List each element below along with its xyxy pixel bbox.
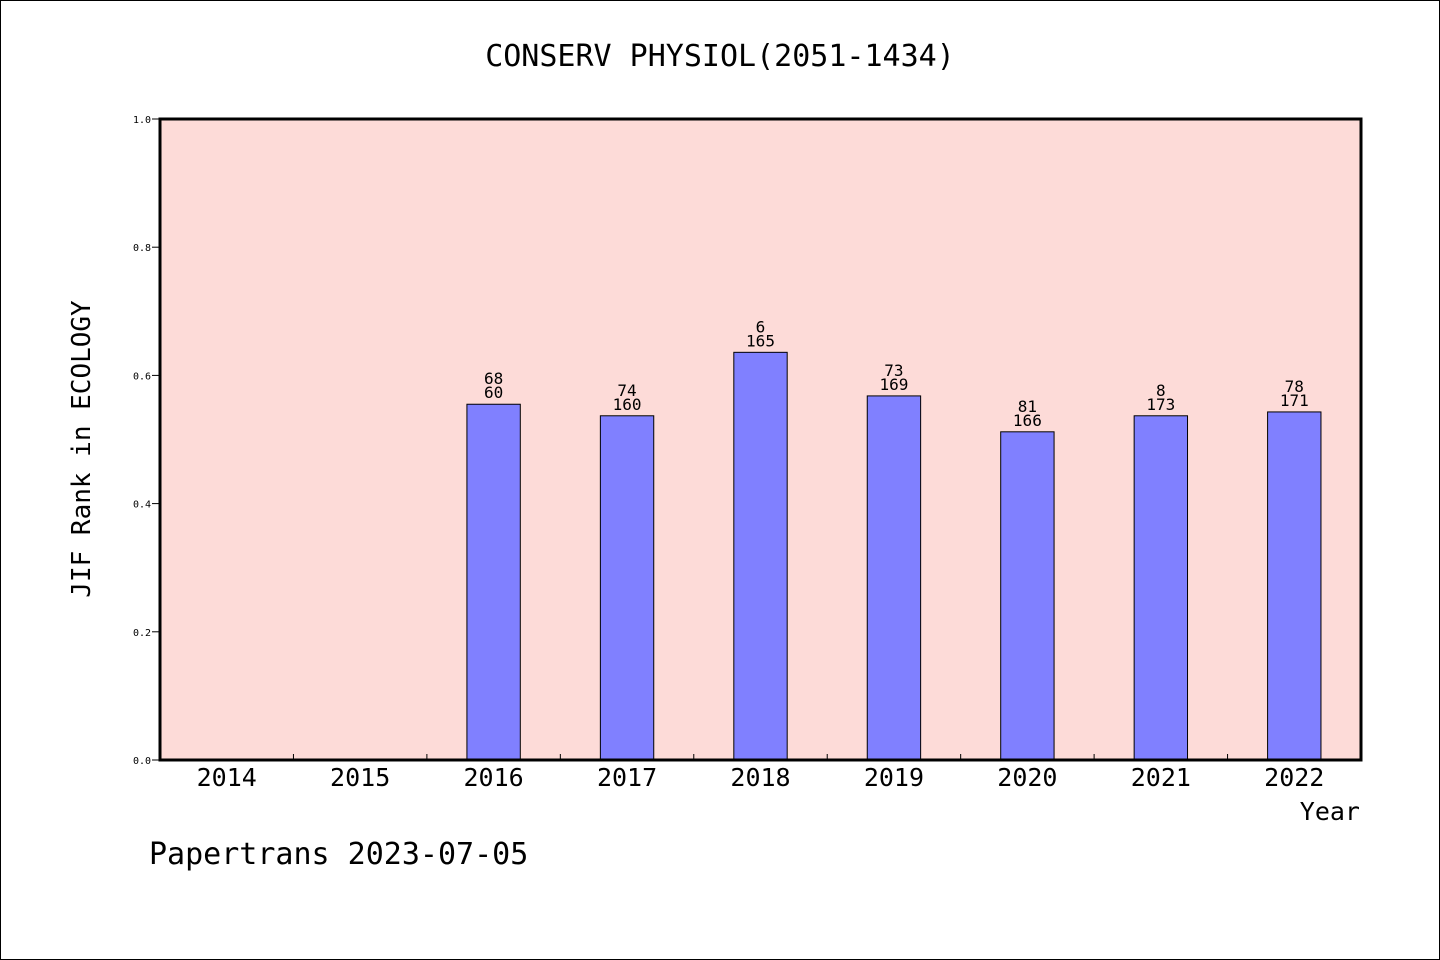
bar-label-bottom: 173 [1146, 395, 1175, 414]
bar-2016 [466, 403, 521, 761]
y-tick-label: 0.8 [133, 243, 151, 254]
bar-label-bottom: 160 [613, 395, 642, 414]
x-tick-label: 2016 [464, 763, 524, 792]
bar-label-bottom: 166 [1013, 411, 1042, 430]
bar-2020 [1000, 431, 1055, 761]
bar-label-top: 78 [1285, 377, 1304, 396]
x-tick-label: 2015 [330, 763, 390, 792]
x-axis: 2014 2015 2016 2017 2018 2019 2020 2021 2022 [197, 754, 1324, 792]
bar-2018 [733, 351, 788, 761]
bar-label-top: 8 [1156, 381, 1166, 400]
bar-2019 [866, 395, 922, 761]
x-tick-label: 2022 [1264, 763, 1324, 792]
y-axis: 0.0 0.2 0.4 0.6 0.8 1.0 [133, 115, 160, 767]
x-tick-label: 2021 [1131, 763, 1191, 792]
bar-2017 [599, 415, 655, 761]
bar-label-top: 81 [1018, 397, 1037, 416]
x-axis-label: Year [1300, 797, 1360, 826]
bar-label-bottom: 171 [1280, 391, 1309, 410]
x-tick-label: 2017 [597, 763, 657, 792]
bar-label-bottom: 165 [746, 331, 775, 350]
bar-label-top: 6 [756, 317, 766, 336]
y-tick-label: 0.6 [133, 371, 151, 382]
plot-border [158, 117, 1363, 762]
x-tick-label: 2020 [997, 763, 1057, 792]
bar-label-top: 74 [617, 381, 636, 400]
bar-label-top: 73 [884, 361, 903, 380]
x-tick-label: 2014 [197, 763, 257, 792]
x-tick-label: 2019 [864, 763, 924, 792]
x-tick-label: 2018 [730, 763, 790, 792]
footer-text: Papertrans 2023-07-05 [149, 837, 528, 872]
bar-label-top: 68 [484, 369, 503, 388]
y-tick-label: 1.0 [133, 115, 151, 126]
y-tick-label: 0.0 [133, 756, 151, 767]
bar-2021 [1133, 415, 1189, 761]
bar-2022 [1267, 411, 1322, 761]
y-axis-label: JIF Rank in ECOLOGY [67, 300, 97, 598]
bar-label-bottom: 169 [879, 375, 908, 394]
y-tick-label: 0.2 [133, 628, 151, 639]
chart-title: CONSERV PHYSIOL(2051-1434) [485, 39, 955, 74]
y-tick-label: 0.4 [133, 500, 151, 511]
bar-label-bottom: 60 [484, 383, 503, 402]
